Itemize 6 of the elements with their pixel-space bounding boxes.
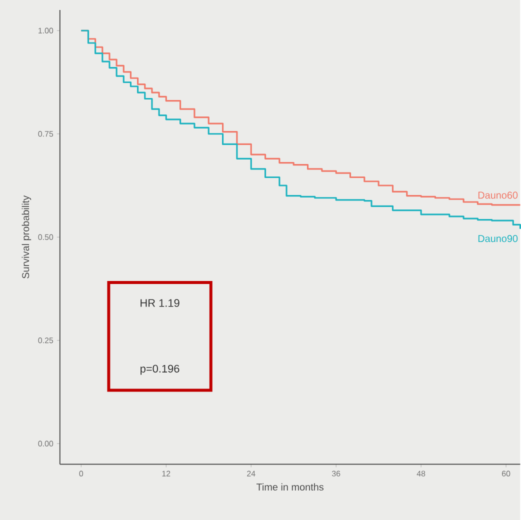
series-label: Dauno90 <box>478 234 518 242</box>
annotation: p=0.196 <box>140 364 180 375</box>
annotation: HR 1.19 <box>140 299 180 307</box>
y-axis-title: Survival probability <box>22 195 32 278</box>
series-label: Dauno60 <box>478 192 518 199</box>
x-axis-title: Time in months <box>256 483 324 490</box>
